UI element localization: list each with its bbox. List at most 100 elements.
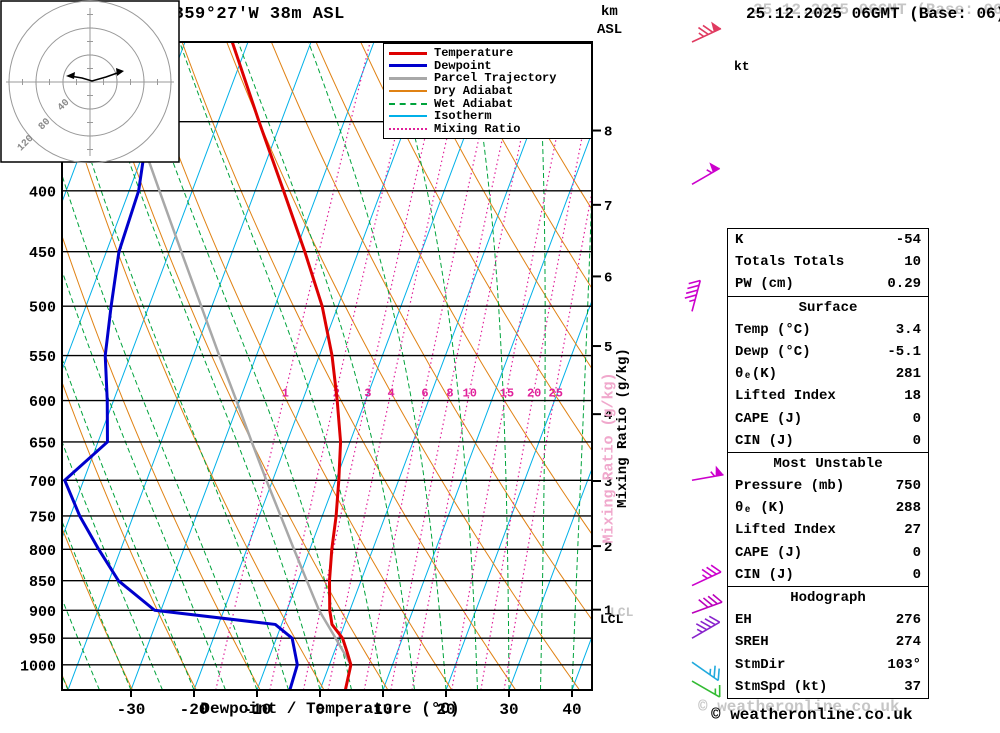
- legend-item: Wet Adiabat: [384, 97, 591, 110]
- table-row: PW (cm) 0.29: [728, 273, 928, 295]
- table-row-label: CAPE (J): [735, 544, 803, 561]
- lcl-label: LCL: [600, 612, 624, 627]
- mixing-ratio-value: 20: [527, 387, 541, 401]
- legend-label: Isotherm: [434, 109, 492, 124]
- legend-label: Temperature: [434, 46, 514, 61]
- table-row: Dewp (°C) -5.1: [728, 341, 928, 363]
- table-row-label: StmDir: [735, 656, 786, 673]
- table-row-value: 288: [895, 500, 921, 517]
- table-row: Temp (°C) 3.4: [728, 319, 928, 341]
- hodograph-trace: [69, 71, 121, 82]
- pressure-tick-label: 550: [29, 349, 56, 366]
- dewpoint-line: [63, 42, 299, 690]
- table-row-value: 281: [895, 366, 921, 383]
- table-row-label: StmSpd (kt): [735, 678, 828, 695]
- legend-label: Dewpoint: [434, 58, 492, 73]
- table-row-value: 750: [895, 478, 921, 495]
- legend-label: Dry Adiabat: [434, 84, 514, 99]
- wind-barb: [684, 279, 702, 312]
- temp-tick-label: 30: [499, 701, 518, 719]
- altitude-unit-asl-label: ASL: [597, 22, 623, 38]
- table-row-value: 0: [912, 432, 921, 449]
- mixing-ratio-value: 1: [282, 387, 289, 401]
- isotherms: [62, 42, 592, 690]
- plot-frame: [61, 41, 593, 691]
- legend-line-sample: [389, 64, 427, 68]
- table-row-label: Dewp (°C): [735, 343, 811, 360]
- table-row-label: K: [735, 232, 744, 248]
- table-row: CIN (J) 0: [728, 564, 928, 586]
- table-section-header: Most Unstable: [773, 455, 883, 472]
- km-tick-label: 4: [604, 408, 612, 424]
- table-row: θₑ(K) 281: [728, 363, 928, 385]
- hodograph-unit-label: kt: [734, 59, 750, 74]
- temp-tick-label: 0: [315, 701, 325, 719]
- table-row: CAPE (J) 0: [728, 408, 928, 430]
- pressure-tick-label: 900: [29, 604, 56, 621]
- table-row-value: 0.29: [887, 276, 921, 293]
- pressure-tick-label: 500: [29, 300, 56, 317]
- pressure-tick-label: 1000: [20, 658, 56, 675]
- table-row: Lifted Index 18: [728, 385, 928, 407]
- table-row-value: 27: [904, 522, 921, 539]
- table-row: Totals Totals 10: [728, 251, 928, 273]
- table-section: K -54 Totals Totals 10 PW (cm) 0.29: [728, 229, 928, 296]
- table-section-header: Hodograph: [790, 590, 866, 606]
- legend-line-sample: [389, 102, 427, 105]
- km-tick-label: 6: [604, 270, 612, 286]
- legend-line-sample: [389, 51, 427, 55]
- temp-tick-label: -30: [117, 701, 146, 719]
- wind-barb: [691, 615, 721, 639]
- datetime-watermark: 25.12.2025 06GMT (Base: 06): [753, 1, 1000, 19]
- mixing-ratio-value: 10: [463, 387, 477, 401]
- mixing-ratio-value: 8: [446, 387, 453, 401]
- table-row-label: CIN (J): [735, 432, 794, 449]
- legend-label: Wet Adiabat: [434, 96, 514, 111]
- table-row-value: 103°: [887, 656, 921, 673]
- pressure-tick-label: 850: [29, 574, 56, 591]
- pressure-tick-label: 450: [29, 245, 56, 262]
- copyright-watermark: © weatheronline.co.uk: [698, 698, 900, 716]
- legend-line-sample: [389, 127, 427, 130]
- hodograph-arrowhead: [66, 72, 75, 79]
- table-row-label: Lifted Index: [735, 388, 836, 405]
- temp-tick-label: 10: [373, 701, 392, 719]
- table-section: Surface Temp (°C) 3.4 Dewp (°C) -5.1 θₑ(K) 281…: [728, 295, 928, 452]
- mixing-ratio-lines: [215, 42, 592, 690]
- table-row: EH 276: [728, 609, 928, 631]
- table-row-label: Pressure (mb): [735, 478, 845, 495]
- legend-item: Dewpoint: [384, 60, 591, 73]
- pressure-tick-label: 750: [29, 509, 56, 526]
- wind-barbs: [684, 21, 724, 698]
- wind-barb: [691, 680, 721, 698]
- table-row-label: θₑ(K): [735, 366, 778, 383]
- legend-line-sample: [389, 76, 427, 80]
- table-row-value: 0: [912, 410, 921, 427]
- wind-barb: [691, 162, 721, 185]
- pressure-tick-label: 700: [29, 474, 56, 491]
- table-row-label: Totals Totals: [735, 254, 845, 271]
- mixing-ratio-value: 3: [364, 387, 371, 401]
- wind-barb: [691, 661, 720, 682]
- wind-barb: [691, 593, 723, 614]
- parcel-trajectory-line: [106, 42, 353, 690]
- pressure-tick-label: 400: [29, 184, 56, 201]
- temperature-line: [230, 42, 353, 690]
- table-row-label: CAPE (J): [735, 410, 803, 427]
- wind-barb: [691, 21, 722, 43]
- table-row-label: EH: [735, 612, 752, 629]
- pressure-tick-label: 950: [29, 632, 56, 649]
- table-row-label: θₑ (K): [735, 500, 786, 517]
- km-tick-label: 8: [604, 125, 612, 141]
- skewt-background: [62, 42, 592, 690]
- pressure-tick-label: 600: [29, 394, 56, 411]
- pressure-tick-label: 800: [29, 543, 56, 560]
- km-tick-label: 1: [604, 604, 612, 620]
- table-row-value: 274: [895, 634, 921, 651]
- legend-item: Isotherm: [384, 110, 591, 123]
- dry-adiabats: [62, 42, 592, 690]
- table-row: SREH 274: [728, 631, 928, 653]
- km-axis: 8 7 6 5 4 3 2 1: [592, 125, 612, 620]
